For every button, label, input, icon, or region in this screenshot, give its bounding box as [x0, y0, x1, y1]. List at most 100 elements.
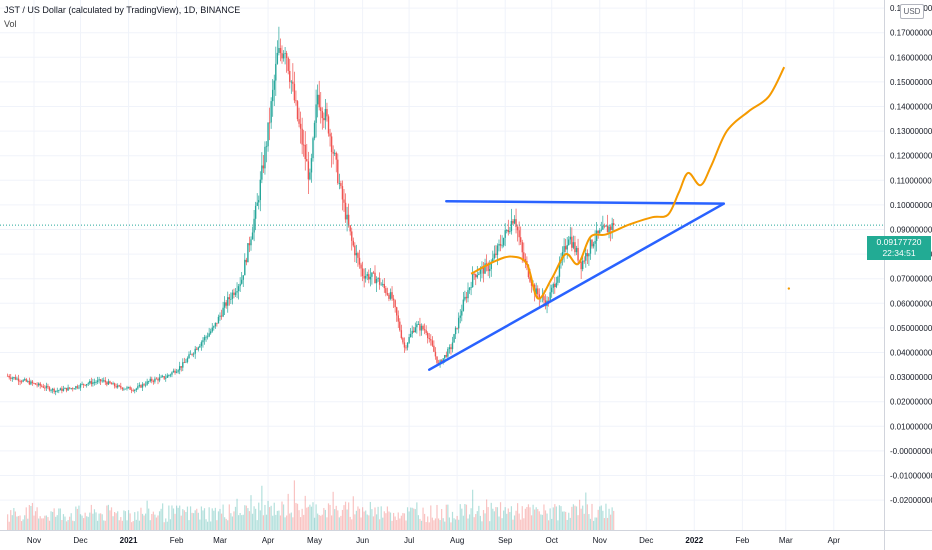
- candle: [380, 282, 382, 286]
- volume-bar: [492, 508, 494, 530]
- volume-bar: [411, 507, 413, 530]
- candle: [482, 261, 485, 283]
- volume-bar: [53, 508, 55, 530]
- candle-body: [107, 381, 110, 385]
- candle-body: [168, 375, 170, 376]
- volume-bar: [250, 495, 252, 530]
- candle: [326, 102, 328, 122]
- candle-body: [132, 390, 134, 392]
- candle: [334, 149, 336, 156]
- candle: [310, 153, 313, 183]
- candle-body: [371, 272, 373, 277]
- time-tick-label: Apr: [262, 536, 275, 545]
- volume-bar: [541, 514, 543, 530]
- candle-body: [465, 296, 468, 299]
- volume-bar: [413, 508, 415, 530]
- candle-body: [79, 384, 82, 388]
- candle-body: [595, 230, 598, 241]
- volume-bar: [75, 506, 77, 530]
- candle: [575, 245, 578, 256]
- candle-body: [515, 219, 517, 227]
- candle: [513, 215, 516, 225]
- volume-bar: [555, 506, 557, 530]
- candle-body: [185, 361, 187, 363]
- candle: [292, 63, 294, 92]
- volume-bar: [569, 517, 571, 530]
- candle: [476, 265, 478, 279]
- candle-body: [118, 385, 120, 387]
- candle-body: [219, 315, 221, 317]
- candle: [585, 246, 587, 268]
- volume-bar: [149, 520, 151, 530]
- currency-badge[interactable]: USD: [900, 4, 924, 19]
- volume-bar: [498, 516, 500, 530]
- volume-bar: [76, 508, 78, 530]
- candle: [118, 384, 120, 388]
- candle: [272, 79, 274, 117]
- volume-bar: [55, 516, 57, 530]
- candle-body: [330, 136, 333, 152]
- volume-bar: [405, 520, 407, 530]
- volume-bar: [78, 505, 80, 530]
- candle-body: [264, 146, 266, 169]
- candle: [117, 383, 119, 389]
- candle: [295, 90, 297, 106]
- volume-bar: [433, 520, 435, 530]
- candle-body: [484, 263, 486, 274]
- candle: [107, 378, 110, 386]
- candle-body: [172, 370, 175, 373]
- candle: [20, 379, 23, 384]
- candle: [182, 358, 184, 372]
- volume-bar: [58, 508, 60, 530]
- volume-bar: [563, 511, 565, 530]
- candle-body: [580, 261, 582, 270]
- candle-body: [113, 383, 116, 387]
- volume-bar: [436, 504, 438, 530]
- volume-bar: [182, 509, 184, 530]
- time-tick-label: Aug: [450, 536, 464, 545]
- volume-bar: [428, 522, 430, 530]
- candle: [253, 209, 255, 242]
- volume-bar: [154, 514, 156, 530]
- volume-bar: [189, 506, 192, 530]
- candle: [210, 328, 212, 335]
- volume-bar: [284, 517, 286, 530]
- candle-body: [413, 330, 415, 333]
- candle: [44, 385, 46, 392]
- candle-body: [24, 379, 26, 381]
- candle-body: [110, 383, 113, 385]
- candle: [315, 89, 317, 138]
- volume-bar: [383, 511, 385, 530]
- candle: [427, 331, 429, 344]
- candle-body: [89, 381, 91, 384]
- candle: [171, 371, 173, 378]
- volume-bar: [202, 510, 204, 530]
- candle: [371, 272, 373, 285]
- candle-body: [365, 275, 367, 279]
- candle-body: [223, 302, 226, 308]
- candle-body: [489, 269, 491, 272]
- candle: [158, 373, 161, 383]
- volume-bar: [107, 504, 109, 530]
- volume-bar: [568, 512, 570, 530]
- volume-bar: [84, 512, 86, 530]
- candle: [160, 374, 162, 378]
- candle-body: [608, 226, 610, 233]
- candle: [591, 239, 593, 249]
- volume-bar: [441, 508, 443, 530]
- candle-body: [27, 381, 29, 382]
- candle: [157, 377, 159, 385]
- candle-body: [222, 307, 224, 317]
- candle: [219, 312, 221, 321]
- candle-body: [487, 263, 489, 272]
- candle-body: [374, 272, 376, 284]
- candle: [428, 333, 430, 343]
- candle-body: [70, 388, 72, 390]
- candle: [385, 285, 387, 297]
- volume-bar: [289, 513, 291, 530]
- candle-body: [236, 290, 238, 293]
- volume-bar: [219, 508, 221, 530]
- candle-body: [250, 239, 252, 246]
- candle-body: [351, 231, 353, 241]
